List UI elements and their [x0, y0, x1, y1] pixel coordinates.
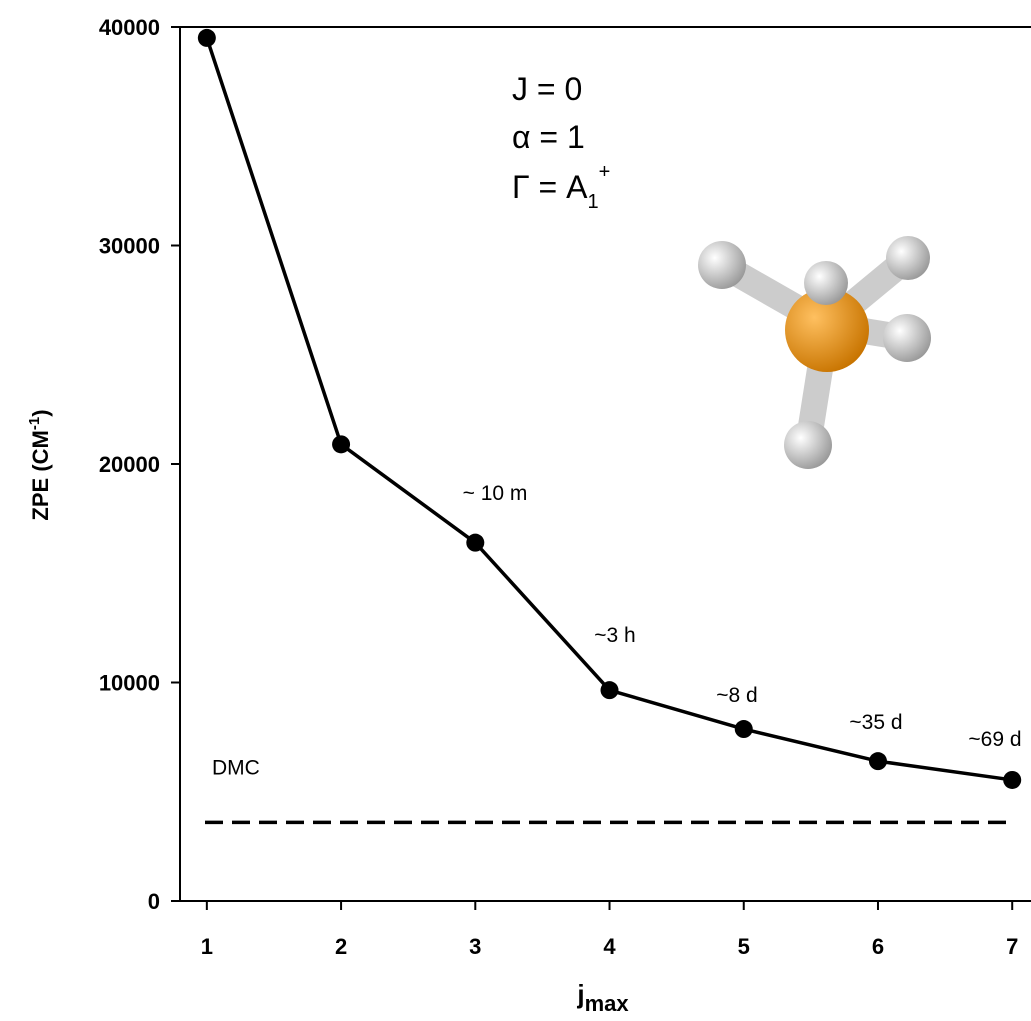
annotation: ~69 d — [968, 728, 1021, 751]
x-tick-label: 3 — [469, 934, 481, 959]
annotation: ~ 10 m — [463, 482, 528, 505]
x-axis-label: jmax — [576, 979, 629, 1016]
x-label-sub: max — [585, 991, 630, 1016]
x-label-text: j — [576, 979, 584, 1009]
info-sub: 1 — [587, 191, 598, 213]
info-sup: + — [599, 161, 611, 183]
y-label-text: ZPE (CM — [28, 430, 53, 520]
y-label-sup: -1 — [26, 417, 43, 430]
page: {"chart_data": {"type": "line", "x": [1,… — [0, 0, 1031, 1021]
y-label-text: ) — [28, 409, 53, 416]
info-line: α = 1 — [512, 119, 585, 155]
x-tick-label: 6 — [872, 934, 884, 959]
info-line: J = 0 — [512, 71, 582, 107]
reference-label: DMC — [212, 756, 260, 779]
info-text: Γ = A — [512, 169, 588, 205]
x-tick-label: 2 — [335, 934, 347, 959]
x-tick-label: 1 — [201, 934, 213, 959]
info-line: Γ = A1+ — [512, 161, 610, 213]
series-line — [207, 38, 1012, 780]
y-axis-label: ZPE (CM-1) — [26, 409, 53, 520]
data-point — [869, 752, 887, 770]
y-tick-label: 0 — [148, 889, 160, 914]
y-tick-label: 20000 — [99, 452, 160, 477]
data-point — [1003, 771, 1021, 789]
x-tick-label: 7 — [1006, 934, 1018, 959]
data-point — [735, 720, 753, 738]
annotation: ~35 d — [849, 711, 902, 734]
molecule — [698, 236, 931, 469]
x-tick-label: 5 — [738, 934, 750, 959]
x-tick-label: 4 — [603, 934, 616, 959]
y-tick-label: 30000 — [99, 234, 160, 259]
chart: J = 0 α = 1 Γ = A1+ 01000020000300004000… — [0, 0, 1031, 1021]
data-point — [198, 29, 216, 47]
y-tick-label: 10000 — [99, 671, 160, 696]
annotation: ~3 h — [594, 624, 635, 647]
data-point — [601, 681, 619, 699]
y-tick-label: 40000 — [99, 15, 160, 40]
data-point — [466, 534, 484, 552]
annotation: ~8 d — [716, 684, 757, 707]
data-point — [332, 435, 350, 453]
